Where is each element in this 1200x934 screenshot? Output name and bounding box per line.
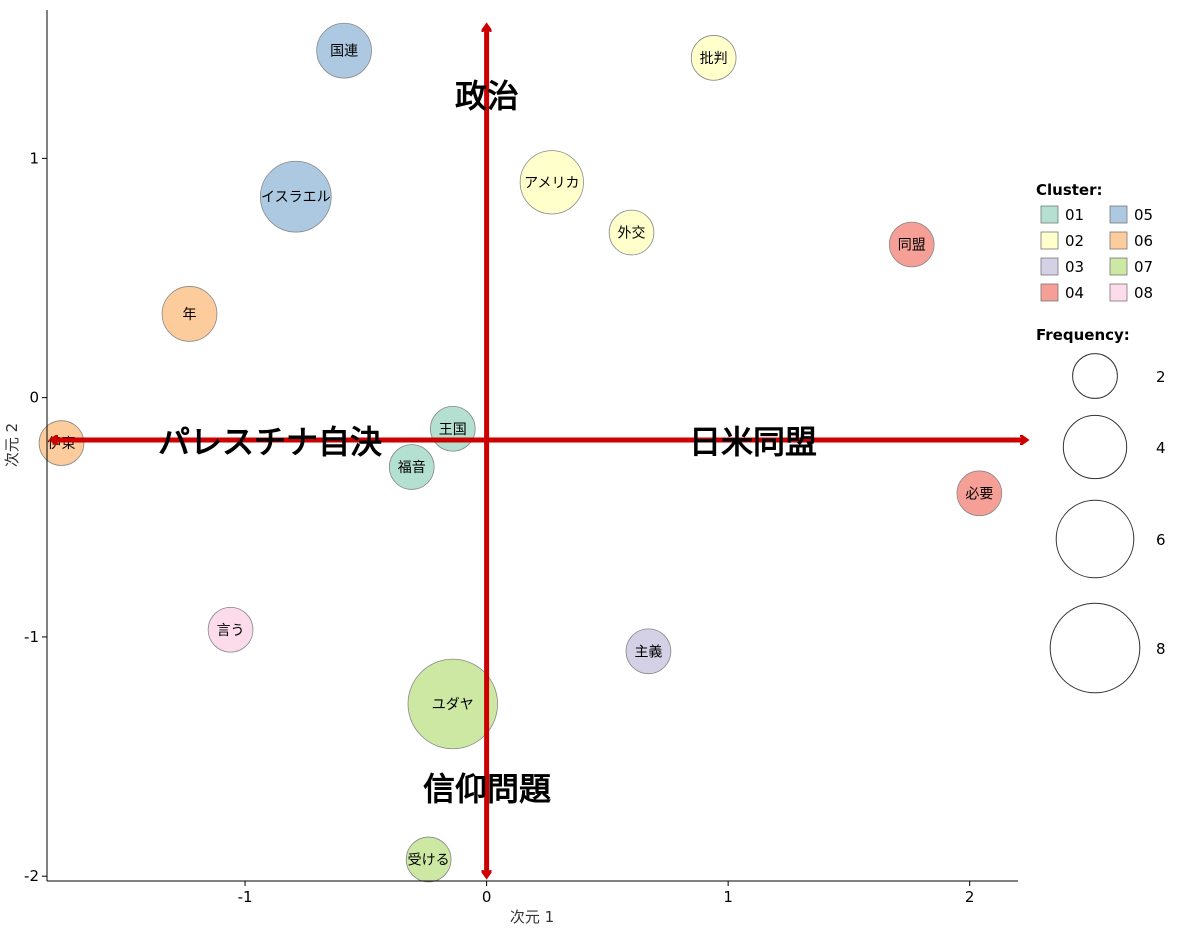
- cluster-legend-key-06: [1109, 231, 1128, 250]
- y-tick-label-0: -2: [24, 867, 39, 885]
- cluster-legend-label-08: 08: [1134, 284, 1153, 302]
- point-10: [956, 470, 1003, 517]
- point-8: [38, 420, 85, 466]
- point-label-4: 外交: [618, 225, 646, 242]
- point-label-7: 王国: [439, 422, 467, 438]
- point-label-2: アメリカ: [524, 175, 579, 191]
- points-layer: [38, 22, 1003, 883]
- x-tick-label-0: -1: [238, 888, 253, 906]
- point-label-5: 同盟: [898, 238, 926, 254]
- frequency-legend-circle-2: [1072, 353, 1118, 399]
- point-3: [259, 160, 332, 233]
- point-label-6: 年: [183, 307, 197, 323]
- cluster-legend-key-08: [1109, 283, 1128, 302]
- cluster-legend-label-05: 05: [1134, 206, 1153, 224]
- frequency-legend-circle-4: [1062, 414, 1128, 480]
- cluster-legend-label-01: 01: [1065, 206, 1084, 224]
- point-label-0: 国連: [330, 44, 358, 60]
- cluster-legend-label-07: 07: [1134, 258, 1153, 276]
- quadrant-label-top: 政治: [455, 77, 519, 115]
- point-label-11: 言う: [217, 623, 245, 639]
- point-label-12: 主義: [634, 643, 662, 660]
- x-axis-title: 次元 1: [510, 908, 554, 926]
- legend: Cluster: 01 02 03 04 05 06 07 08 Frequency: 2 4 6 8: [1036, 181, 1166, 694]
- cluster-legend-label-02: 02: [1065, 232, 1084, 250]
- cluster-legend-key-05: [1109, 205, 1128, 224]
- arrows-layer: [52, 26, 1026, 876]
- frequency-legend-title: Frequency:: [1036, 326, 1130, 344]
- point-11: [207, 606, 254, 653]
- frequency-legend-label-6: 6: [1156, 531, 1166, 549]
- point-13: [407, 658, 498, 750]
- point-0: [316, 22, 372, 79]
- point-14: [405, 836, 452, 883]
- x-tick-label-3: 2: [965, 888, 975, 906]
- axes-layer: [46, 10, 1018, 882]
- point-label-10: 必要: [965, 486, 993, 502]
- point-9: [388, 444, 435, 490]
- quadrant-labels: 政治 信仰問題 パレスチナ自決 日米同盟: [158, 77, 817, 808]
- frequency-legend-circle-8: [1049, 602, 1141, 694]
- y-axis-title: 次元 2: [3, 423, 21, 467]
- quadrant-label-right: 日米同盟: [689, 423, 817, 461]
- point-label-3: イスラエル: [261, 190, 331, 206]
- x-tick-label-1: 0: [482, 888, 492, 906]
- quadrant-label-bottom: 信仰問題: [423, 770, 551, 808]
- frequency-legend-label-4: 4: [1156, 439, 1166, 457]
- frequency-legend-label-8: 8: [1156, 640, 1166, 658]
- cluster-legend-title: Cluster:: [1036, 181, 1103, 199]
- cluster-legend-key-01: [1040, 205, 1059, 224]
- cluster-legend-key-02: [1040, 231, 1059, 250]
- quadrant-label-left: パレスチナ自決: [158, 423, 382, 461]
- y-tick-label-1: -1: [24, 628, 39, 646]
- point-5: [888, 221, 935, 268]
- frequency-legend-label-2: 2: [1156, 368, 1166, 386]
- frequency-legend-circle-6: [1055, 499, 1135, 579]
- cluster-legend-label-06: 06: [1134, 232, 1153, 250]
- point-6: [161, 286, 218, 342]
- point-1: [690, 35, 737, 81]
- ticks-layer: -1 0 1 2 -2 -1 0 1: [24, 149, 974, 906]
- cluster-legend-key-04: [1040, 283, 1059, 302]
- cluster-legend-label-03: 03: [1065, 258, 1084, 276]
- x-tick-label-2: 1: [723, 888, 733, 906]
- point-12: [625, 628, 672, 675]
- point-label-14: 受ける: [408, 852, 450, 868]
- cluster-legend-key-07: [1109, 257, 1128, 276]
- point-2: [519, 150, 584, 215]
- point-4: [608, 209, 655, 256]
- cluster-legend-label-04: 04: [1065, 284, 1084, 302]
- y-tick-label-3: 1: [29, 149, 39, 167]
- point-label-13: ユダヤ: [432, 697, 474, 713]
- cluster-legend-key-03: [1040, 257, 1059, 276]
- y-tick-label-2: 0: [29, 389, 39, 407]
- point-label-9: 福音: [398, 459, 426, 476]
- point-label-1: 批判: [700, 51, 728, 67]
